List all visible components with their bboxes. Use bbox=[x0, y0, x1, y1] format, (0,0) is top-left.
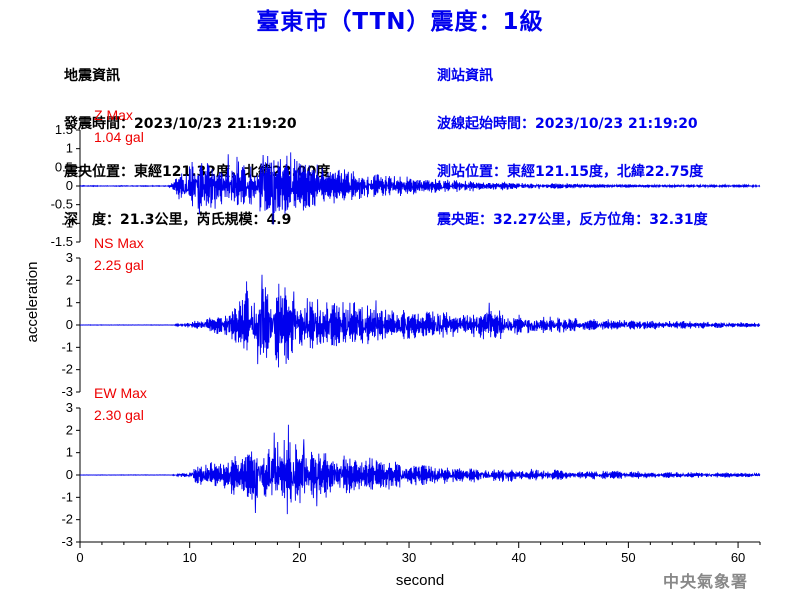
y-tick-label-ew: 1 bbox=[66, 445, 73, 460]
y-tick-label-ew: -2 bbox=[61, 512, 73, 527]
y-tick-label-ns: 0 bbox=[66, 317, 73, 332]
channel-max-z: 1.04 gal bbox=[94, 129, 144, 145]
channel-label-ns: NS Max bbox=[94, 235, 144, 251]
y-tick-label-z: -1.5 bbox=[51, 234, 73, 249]
trace-ew bbox=[79, 424, 761, 515]
y-tick-label-z: -0.5 bbox=[51, 197, 73, 212]
station-info-heading: 測站資訊 bbox=[437, 68, 493, 84]
y-tick-label-ns: -3 bbox=[61, 384, 73, 399]
quake-depth-magnitude: 深 度：21.3公里，芮氏規模：4.9 bbox=[64, 212, 292, 228]
y-tick-label-z: -1 bbox=[61, 215, 73, 230]
y-tick-label-z: 0.5 bbox=[55, 159, 73, 174]
y-tick-label-ns: 3 bbox=[66, 250, 73, 265]
station-wave-start-time: 波線起始時間：2023/10/23 21:19:20 bbox=[437, 116, 698, 132]
y-tick-label-ew: 0 bbox=[66, 467, 73, 482]
quake-info-heading: 地震資訊 bbox=[64, 68, 120, 84]
x-tick-label: 50 bbox=[621, 550, 635, 565]
x-tick-label: 30 bbox=[402, 550, 416, 565]
station-location: 測站位置：東經121.15度，北緯22.75度 bbox=[437, 164, 704, 180]
y-tick-label-z: 1.5 bbox=[55, 122, 73, 137]
quake-origin-time: 發震時間：2023/10/23 21:19:20 bbox=[64, 116, 297, 132]
channel-label-ew: EW Max bbox=[94, 385, 147, 401]
x-tick-label: 0 bbox=[76, 550, 83, 565]
y-tick-label-z: 0 bbox=[66, 178, 73, 193]
y-tick-label-z: 1 bbox=[66, 141, 73, 156]
station-distance-azimuth: 震央距：32.27公里，反方位角：32.31度 bbox=[437, 212, 708, 228]
y-tick-label-ns: 2 bbox=[66, 272, 73, 287]
y-tick-label-ns: 1 bbox=[66, 295, 73, 310]
trace-ns bbox=[80, 274, 761, 368]
y-tick-label-ew: 3 bbox=[66, 400, 73, 415]
y-tick-label-ew: -3 bbox=[61, 534, 73, 549]
y-tick-label-ew: 2 bbox=[66, 422, 73, 437]
page-title: 臺東市（TTN）震度：1級 bbox=[256, 9, 544, 35]
channel-max-ns: 2.25 gal bbox=[94, 257, 144, 273]
x-tick-label: 20 bbox=[292, 550, 306, 565]
y-tick-label-ew: -1 bbox=[61, 489, 73, 504]
station-info-block: 測站資訊 波線起始時間：2023/10/23 21:19:20 測站位置：東經1… bbox=[437, 36, 708, 244]
y-tick-label-ns: -1 bbox=[61, 339, 73, 354]
y-tick-label-ns: -2 bbox=[61, 362, 73, 377]
x-tick-label: 60 bbox=[731, 550, 745, 565]
channel-label-z: Z Max bbox=[94, 107, 133, 123]
x-tick-label: 10 bbox=[182, 550, 196, 565]
trace-z bbox=[79, 152, 761, 225]
channel-max-ew: 2.30 gal bbox=[94, 407, 144, 423]
y-axis-label: acceleration bbox=[24, 262, 41, 343]
x-axis-label: second bbox=[396, 572, 444, 589]
x-tick-label: 40 bbox=[511, 550, 525, 565]
agency-watermark: 中央氣象署 bbox=[662, 572, 748, 591]
